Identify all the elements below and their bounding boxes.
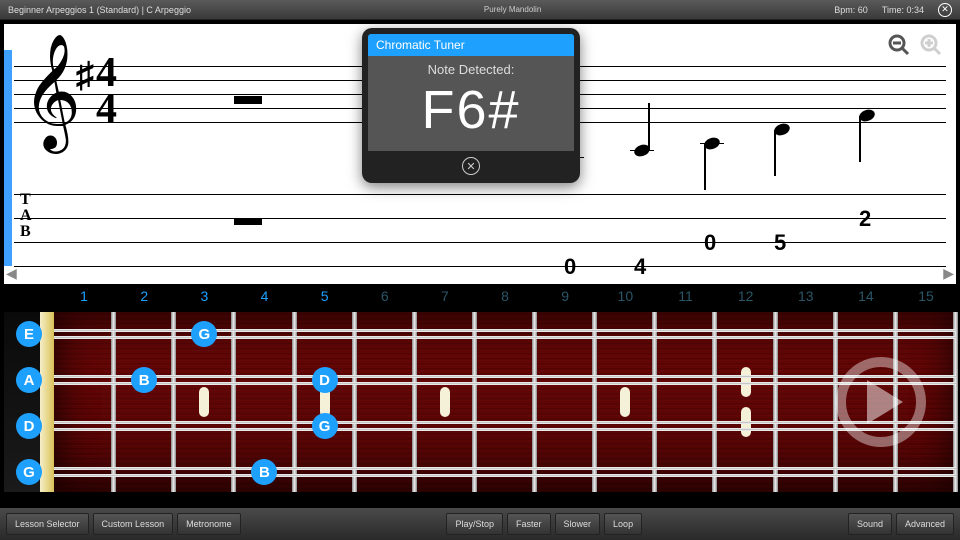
fret-number: 2 [114, 288, 174, 310]
fret-number: 12 [716, 288, 776, 310]
tab-number: 0 [564, 254, 576, 280]
tuner-note: F6# [368, 79, 574, 141]
fretboard[interactable]: GBDGB EADG [4, 312, 956, 492]
string [54, 329, 956, 339]
neck: GBDGB [54, 312, 956, 492]
fret-wire [592, 312, 597, 492]
next-arrow-icon[interactable]: ▶ [943, 265, 954, 282]
fret-number: 9 [535, 288, 595, 310]
note [774, 124, 790, 135]
fret-note-marker[interactable]: G [191, 321, 217, 347]
fret-wire [231, 312, 236, 492]
sound-button[interactable]: Sound [848, 513, 892, 535]
fret-wire [352, 312, 357, 492]
zoom-out-icon[interactable] [886, 32, 912, 58]
close-icon[interactable]: ✕ [938, 3, 952, 17]
treble-clef: 𝄞 [22, 42, 81, 142]
tab-number: 5 [774, 230, 786, 256]
playhead-bar [4, 50, 12, 266]
tab-number: 4 [634, 254, 646, 280]
fret-number: 6 [355, 288, 415, 310]
open-string-label[interactable]: A [16, 367, 42, 393]
nut [40, 312, 54, 492]
tuner-sublabel: Note Detected: [368, 62, 574, 77]
tuner-title: Chromatic Tuner [368, 34, 574, 56]
lesson-title: Beginner Arpeggios 1 (Standard) | C Arpe… [8, 5, 191, 15]
fret-number-row: 123456789101112131415 [54, 288, 956, 310]
tab-number: 0 [704, 230, 716, 256]
top-bar: Beginner Arpeggios 1 (Standard) | C Arpe… [0, 0, 960, 20]
fret-number: 3 [174, 288, 234, 310]
open-string-label[interactable]: D [16, 413, 42, 439]
open-string-label[interactable]: G [16, 459, 42, 485]
tab-label: T A B [20, 192, 32, 240]
string [54, 467, 956, 477]
fret-number: 14 [836, 288, 896, 310]
fret-wire [171, 312, 176, 492]
fret-wire [111, 312, 116, 492]
brand-label: Purely Mandolin [191, 5, 834, 14]
fret-number: 13 [776, 288, 836, 310]
fret-number: 10 [595, 288, 655, 310]
fret-wire [532, 312, 537, 492]
fret-number: 5 [295, 288, 355, 310]
string [54, 421, 956, 431]
fret-number: 8 [475, 288, 535, 310]
custom-lesson-button[interactable]: Custom Lesson [93, 513, 174, 535]
tab-rest [234, 218, 262, 225]
fret-wire [652, 312, 657, 492]
prev-arrow-icon[interactable]: ◀ [6, 265, 17, 282]
fret-number: 7 [415, 288, 475, 310]
fret-number: 4 [234, 288, 294, 310]
tab-number: 2 [859, 206, 871, 232]
fret-number: 15 [896, 288, 956, 310]
fret-number: 11 [655, 288, 715, 310]
fret-wire [472, 312, 477, 492]
faster-button[interactable]: Faster [507, 513, 551, 535]
fret-wire [712, 312, 717, 492]
string [54, 375, 956, 385]
bottom-bar: Lesson SelectorCustom LessonMetronome Pl… [0, 508, 960, 540]
fret-wire [773, 312, 778, 492]
fret-note-marker[interactable]: D [312, 367, 338, 393]
slower-button[interactable]: Slower [555, 513, 601, 535]
fret-wire [292, 312, 297, 492]
fret-wire [412, 312, 417, 492]
direction-indicator-icon [836, 357, 926, 447]
fret-number: 1 [54, 288, 114, 310]
tuner-close-icon[interactable]: ✕ [462, 157, 480, 175]
open-string-label[interactable]: E [16, 321, 42, 347]
fret-note-marker[interactable]: B [251, 459, 277, 485]
fret-note-marker[interactable]: B [131, 367, 157, 393]
tuner-panel: Chromatic Tuner Note Detected: F6# ✕ [362, 28, 580, 183]
fret-note-marker[interactable]: G [312, 413, 338, 439]
whole-rest [234, 96, 262, 104]
loop-button[interactable]: Loop [604, 513, 642, 535]
time-label: Time: 0:34 [882, 5, 924, 15]
play-stop-button[interactable]: Play/Stop [446, 513, 503, 535]
advanced-button[interactable]: Advanced [896, 513, 954, 535]
lesson-selector-button[interactable]: Lesson Selector [6, 513, 89, 535]
key-signature: ♯ [76, 54, 94, 96]
fret-wire [953, 312, 958, 492]
bpm-label: Bpm: 60 [834, 5, 868, 15]
metronome-button[interactable]: Metronome [177, 513, 241, 535]
zoom-in-icon[interactable] [918, 32, 944, 58]
note [859, 110, 875, 121]
